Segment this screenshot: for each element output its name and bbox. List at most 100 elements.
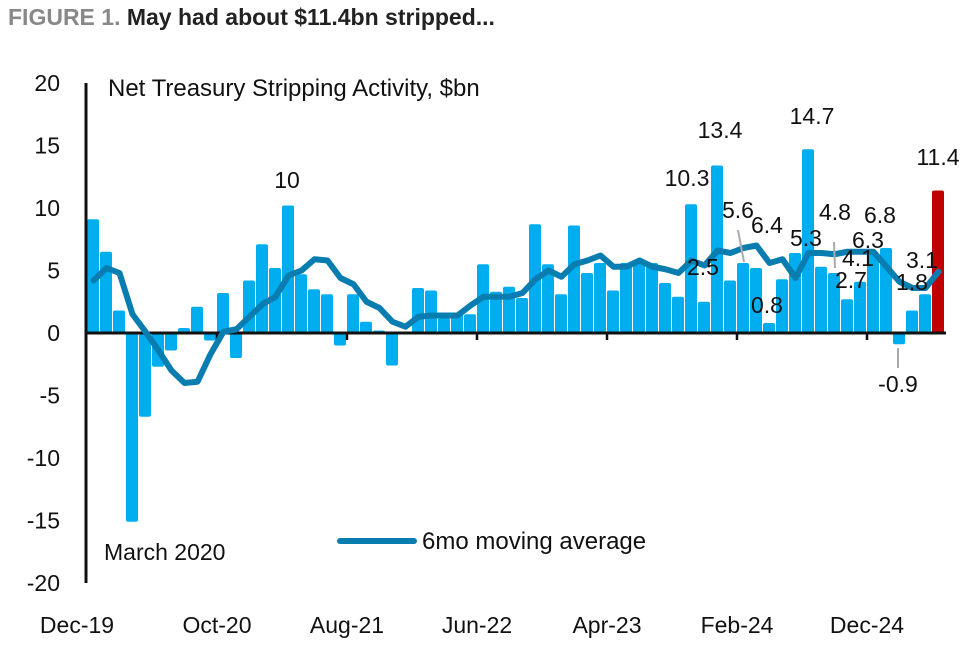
- bar: [698, 301, 710, 333]
- data-label: 2.7: [835, 267, 867, 293]
- bar: [282, 205, 294, 333]
- data-label: 4.1: [842, 245, 874, 271]
- figure-label: FIGURE 1.: [8, 4, 121, 30]
- bar: [581, 273, 593, 333]
- data-label: 6.4: [751, 212, 783, 238]
- bar: [321, 294, 333, 333]
- bar: [100, 251, 112, 333]
- label-leader-line: [833, 241, 836, 269]
- bar: [256, 244, 268, 333]
- bar: [334, 333, 346, 346]
- bar: [646, 263, 658, 333]
- data-label: 1.8: [896, 269, 928, 295]
- bar: [763, 323, 775, 333]
- chart-title: Net Treasury Stripping Activity, $bn: [108, 75, 480, 102]
- annotation-march-2020: March 2020: [104, 539, 225, 565]
- bar: [542, 264, 554, 333]
- bar: [802, 149, 814, 333]
- bar: [737, 263, 749, 333]
- data-label: 14.7: [790, 103, 835, 129]
- bar: [906, 310, 918, 333]
- bar: [620, 263, 632, 333]
- bar: [867, 254, 879, 333]
- bar: [191, 306, 203, 333]
- bar: [87, 219, 99, 333]
- x-tick-label: Aug-21: [310, 612, 384, 638]
- bar: [204, 333, 216, 341]
- y-tick-label: 5: [47, 258, 60, 284]
- label-leader-line: [737, 229, 745, 263]
- x-tick-label: Dec-19: [40, 612, 114, 638]
- data-label: 6.8: [864, 202, 896, 228]
- bar-highlight: [932, 190, 944, 333]
- bar: [750, 268, 762, 333]
- moving-average-line: [90, 242, 942, 386]
- bar: [776, 279, 788, 333]
- data-label: 11.4: [916, 144, 959, 170]
- y-tick-label: -10: [27, 445, 60, 471]
- legend-label: 6mo moving average: [422, 528, 646, 555]
- bar: [230, 333, 242, 358]
- bar: [828, 273, 840, 333]
- bar: [555, 294, 567, 333]
- bar: [685, 204, 697, 333]
- y-tick-label: 0: [47, 320, 60, 346]
- y-tick-label: -20: [27, 570, 60, 596]
- bar: [659, 283, 671, 333]
- x-tick-label: Jun-22: [442, 612, 512, 638]
- bar: [139, 333, 151, 417]
- bar: [568, 225, 580, 333]
- bar: [295, 274, 307, 333]
- data-label: 5.3: [790, 225, 822, 251]
- bar: [217, 293, 229, 333]
- data-label: 13.4: [698, 117, 743, 143]
- bar: [425, 290, 437, 333]
- data-label: 6.3: [852, 227, 884, 253]
- data-label: 0.8: [751, 292, 783, 318]
- y-tick-label: 20: [34, 70, 60, 96]
- bar: [607, 290, 619, 333]
- bar: [594, 263, 606, 333]
- bar: [815, 266, 827, 333]
- moving-average-group: [90, 242, 942, 386]
- bar: [308, 289, 320, 333]
- y-tick-label: -5: [40, 383, 60, 409]
- bar: [893, 333, 905, 345]
- data-label: -0.9: [878, 371, 918, 397]
- x-tick-label: Feb-24: [701, 612, 774, 638]
- bar: [724, 280, 736, 333]
- y-tick-label: 15: [34, 133, 60, 159]
- y-tick-label: 10: [34, 195, 60, 221]
- data-label: 3.1: [906, 247, 938, 273]
- x-tick-label: Apr-23: [572, 612, 641, 638]
- y-tick-label: -15: [27, 508, 60, 534]
- bar: [490, 291, 502, 333]
- bar: [113, 310, 125, 333]
- bar: [360, 321, 372, 333]
- x-tick-label: Dec-24: [830, 612, 904, 638]
- bar: [633, 261, 645, 333]
- bar: [919, 294, 931, 333]
- bar: [438, 318, 450, 333]
- bar: [165, 333, 177, 351]
- figure-title: FIGURE 1. May had about $11.4bn stripped…: [8, 4, 495, 31]
- data-labels-group: 10 10.32.513.45.60.86.414.75.34.82.74.16.…: [274, 103, 960, 397]
- bar: [347, 294, 359, 333]
- x-tick-label: Oct-20: [182, 612, 251, 638]
- bar: [464, 314, 476, 333]
- data-label: 10: [274, 167, 300, 193]
- data-label: 5.6: [722, 197, 754, 223]
- bar: [516, 298, 528, 333]
- bar: [386, 333, 398, 366]
- data-label: 10.3: [665, 165, 710, 191]
- bar: [672, 296, 684, 333]
- bar: [126, 333, 138, 522]
- data-label: 2.5: [687, 254, 719, 280]
- figure-headline: May had about $11.4bn stripped...: [126, 4, 495, 30]
- bar: [841, 299, 853, 333]
- bar: [412, 288, 424, 333]
- data-label: 4.8: [819, 199, 851, 225]
- bars-group: [87, 149, 944, 522]
- bar: [854, 281, 866, 333]
